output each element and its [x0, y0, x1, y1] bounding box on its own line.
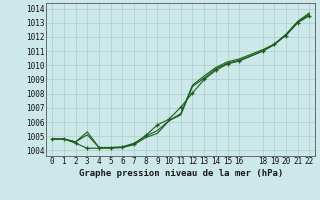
X-axis label: Graphe pression niveau de la mer (hPa): Graphe pression niveau de la mer (hPa): [79, 169, 283, 178]
